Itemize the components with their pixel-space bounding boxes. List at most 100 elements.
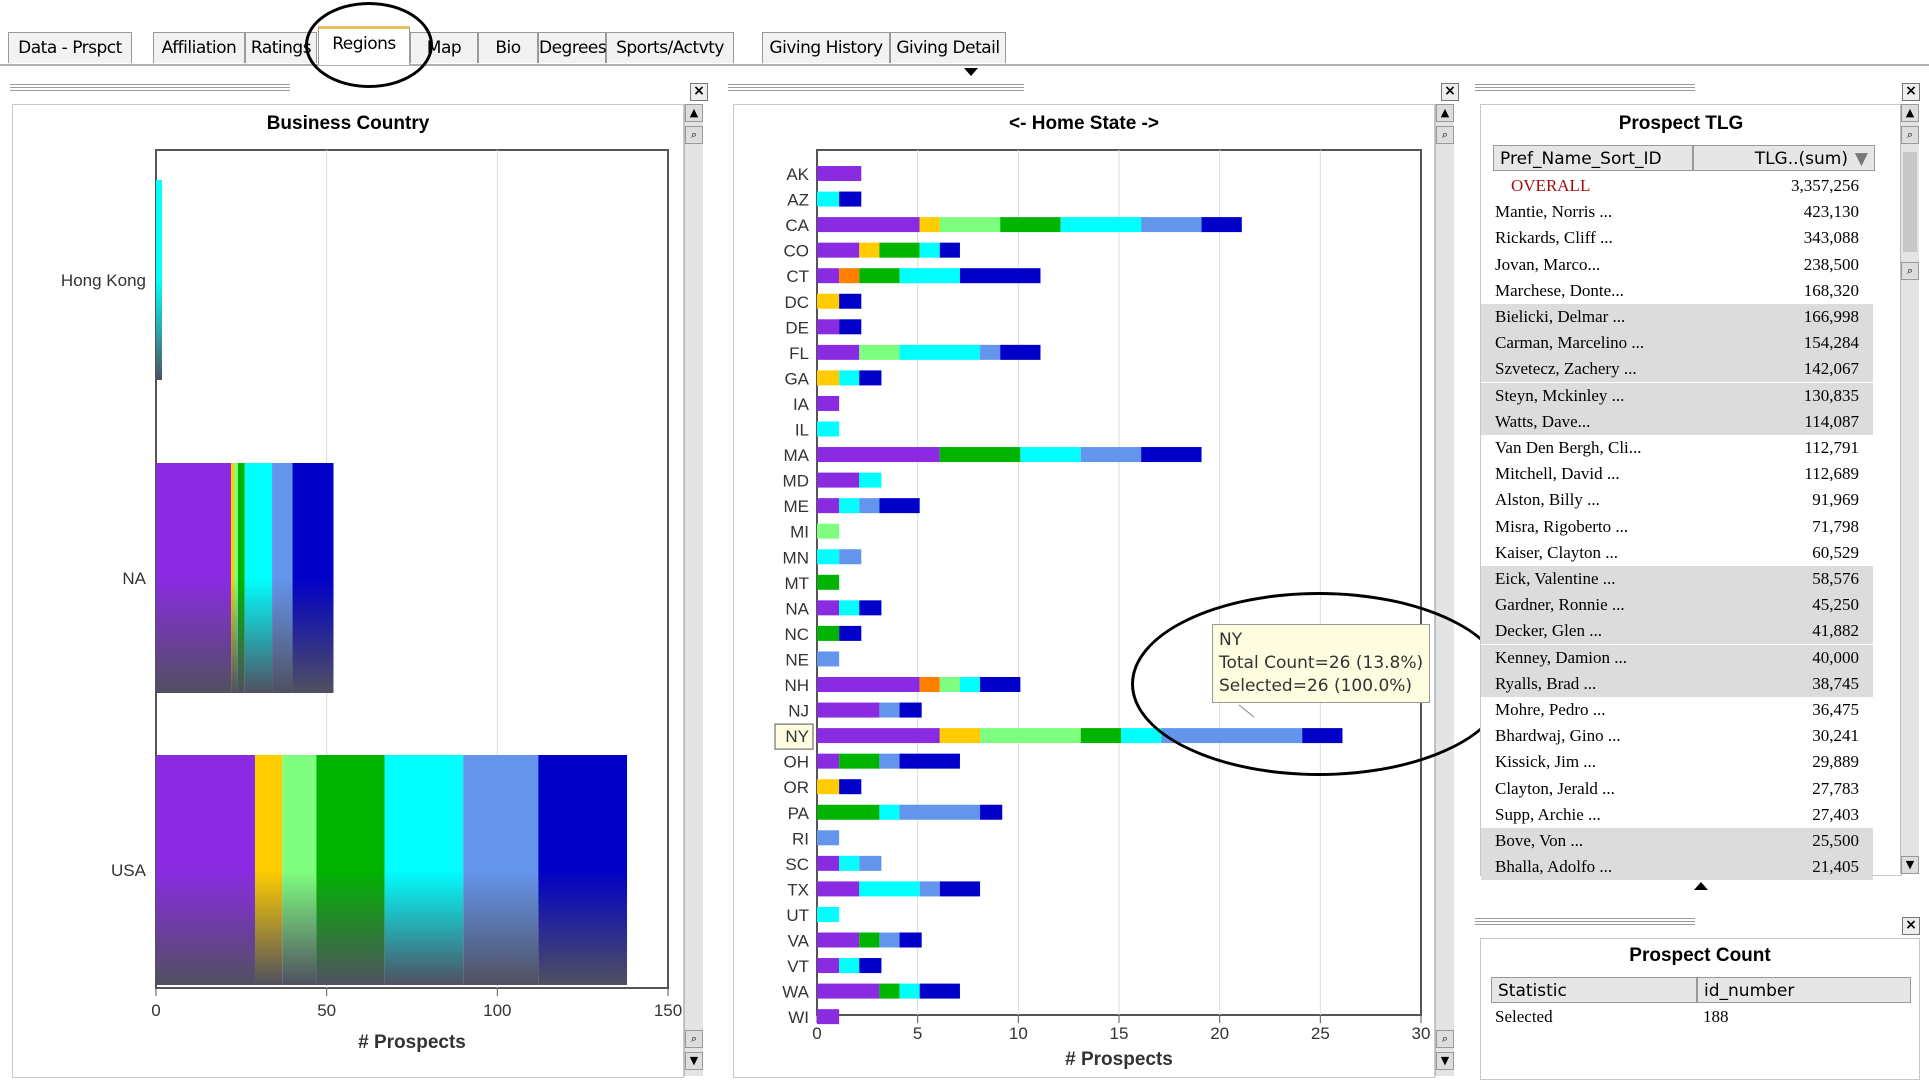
bar-segment[interactable] — [817, 1009, 840, 1025]
bar-segment[interactable] — [817, 983, 880, 999]
bar-segment[interactable] — [859, 498, 880, 514]
bar-segment[interactable] — [1000, 344, 1041, 360]
table-row[interactable]: Kissick, Jim ... 29,889 — [1481, 749, 1873, 775]
bar-segment[interactable] — [939, 217, 1001, 233]
tab-data-prspct[interactable]: Data - Prspct — [8, 32, 132, 63]
bar-segment[interactable] — [839, 625, 862, 641]
bar-segment[interactable] — [959, 677, 981, 692]
bar-segment[interactable] — [899, 804, 981, 820]
zoom-icon[interactable]: ⌕ — [1901, 126, 1919, 144]
bar-segment[interactable] — [156, 463, 232, 693]
bar-segment[interactable] — [839, 268, 860, 284]
bar-segment[interactable] — [980, 804, 1003, 820]
table-row[interactable]: Bhardwaj, Gino ... 30,241 — [1481, 723, 1873, 749]
bar-segment[interactable] — [817, 651, 840, 667]
bar-segment[interactable] — [939, 728, 981, 744]
bar-segment[interactable] — [234, 463, 238, 693]
bar-segment[interactable] — [1080, 728, 1122, 744]
column-header-tlg[interactable]: TLG..(sum) ▼ — [1693, 145, 1875, 171]
bar-segment[interactable] — [859, 932, 880, 948]
zoom-icon[interactable]: ⌕ — [1436, 126, 1454, 144]
bar-segment[interactable] — [980, 728, 1081, 744]
bar-segment[interactable] — [879, 753, 900, 769]
scroll-up-icon[interactable]: ▲ — [1436, 104, 1454, 122]
table-row[interactable]: Gardner, Ronnie ... 45,250 — [1481, 592, 1873, 619]
bar-segment[interactable] — [839, 498, 860, 514]
bar-segment[interactable] — [919, 881, 940, 897]
bar-segment[interactable] — [817, 906, 840, 922]
table-row[interactable]: Mantie, Norris ... 423,130 — [1481, 199, 1873, 225]
bar-segment[interactable] — [1141, 447, 1202, 463]
bar-segment[interactable] — [839, 319, 862, 335]
close-icon[interactable]: × — [1441, 83, 1459, 101]
bar-segment[interactable] — [839, 370, 860, 386]
bar-segment[interactable] — [231, 463, 235, 693]
close-icon[interactable]: × — [1902, 83, 1920, 101]
bar-segment[interactable] — [292, 463, 334, 693]
table-row[interactable]: Ryalls, Brad ... 38,745 — [1481, 670, 1873, 697]
pane-grip[interactable] — [10, 84, 290, 92]
bar-segment[interactable] — [879, 498, 920, 514]
close-icon[interactable]: × — [1902, 917, 1920, 935]
scrollbar[interactable]: ▲ ⌕ ⌕ ▼ — [1900, 104, 1919, 874]
bar-segment[interactable] — [817, 677, 920, 692]
table-row[interactable]: Supp, Archie ... 27,403 — [1481, 802, 1873, 828]
scroll-thumb[interactable] — [1903, 152, 1917, 252]
bar-segment[interactable] — [839, 293, 862, 309]
table-row[interactable]: Eick, Valentine ... 58,576 — [1481, 566, 1873, 592]
splitter-arrow-icon[interactable] — [964, 68, 978, 76]
bar-segment[interactable] — [817, 702, 880, 718]
bar-segment[interactable] — [1141, 217, 1202, 233]
bar-segment[interactable] — [817, 625, 840, 641]
bar-segment[interactable] — [859, 344, 900, 360]
tab-giving-detail[interactable]: Giving Detail — [890, 32, 1006, 63]
bar-segment[interactable] — [879, 932, 900, 948]
scrollbar[interactable]: ▲ ⌕ ⌕ ▼ — [1435, 104, 1454, 1076]
bar-segment[interactable] — [282, 755, 317, 985]
table-row[interactable]: Szvetecz, Zachery ... 142,067 — [1481, 356, 1873, 383]
close-icon[interactable]: × — [690, 83, 708, 101]
bar-segment[interactable] — [919, 677, 940, 692]
tab-sports-actvty[interactable]: Sports/Actvty — [606, 32, 734, 63]
table-row[interactable]: Misra, Rigoberto ... 71,798 — [1481, 514, 1873, 540]
bar-segment[interactable] — [817, 166, 862, 181]
bar-segment[interactable] — [1080, 447, 1142, 463]
pane-grip[interactable] — [1475, 84, 1695, 92]
tab-bio[interactable]: Bio — [478, 32, 538, 63]
bar-segment[interactable] — [817, 191, 840, 207]
scroll-down-icon[interactable]: ▼ — [1436, 1052, 1454, 1070]
bar-segment[interactable] — [899, 983, 920, 999]
bar-segment[interactable] — [817, 574, 840, 590]
bar-segment[interactable] — [538, 755, 628, 985]
table-row[interactable]: Bielicki, Delmar ... 166,998 — [1481, 304, 1873, 330]
table-row[interactable]: Watts, Dave... 114,087 — [1481, 408, 1873, 435]
bar-segment[interactable] — [384, 755, 464, 985]
bar-segment[interactable] — [817, 242, 860, 258]
bar-segment[interactable] — [879, 702, 900, 718]
bar-segment[interactable] — [817, 421, 840, 437]
bar-segment[interactable] — [817, 370, 840, 386]
splitter-arrow-icon[interactable] — [1694, 882, 1708, 890]
bar-segment[interactable] — [839, 549, 862, 565]
bar-segment[interactable] — [1060, 217, 1142, 233]
bar-segment[interactable] — [939, 242, 960, 258]
bar-segment[interactable] — [879, 804, 900, 820]
table-row[interactable]: Carman, Marcelino ... 154,284 — [1481, 330, 1873, 357]
bar-segment[interactable] — [839, 779, 862, 795]
bar-segment[interactable] — [817, 344, 860, 360]
bar-segment[interactable] — [980, 677, 1021, 692]
sort-desc-icon[interactable]: ▼ — [1854, 149, 1868, 169]
bar-segment[interactable] — [817, 600, 840, 616]
table-row[interactable]: Steyn, Mckinley ... 130,835 — [1481, 382, 1873, 409]
bar-segment[interactable] — [817, 881, 860, 897]
table-row[interactable]: Clayton, Jerald ... 27,783 — [1481, 776, 1873, 802]
bar-segment[interactable] — [859, 958, 882, 974]
bar-segment[interactable] — [859, 370, 882, 386]
bar-segment[interactable] — [817, 728, 940, 744]
table-row[interactable]: Mitchell, David ... 112,689 — [1481, 461, 1873, 487]
table-row[interactable]: Kaiser, Clayton ... 60,529 — [1481, 540, 1873, 566]
bar-segment[interactable] — [817, 268, 840, 284]
bar-segment[interactable] — [1020, 447, 1081, 463]
tab-affiliation[interactable]: Affiliation — [153, 32, 245, 63]
bar-segment[interactable] — [899, 344, 981, 360]
